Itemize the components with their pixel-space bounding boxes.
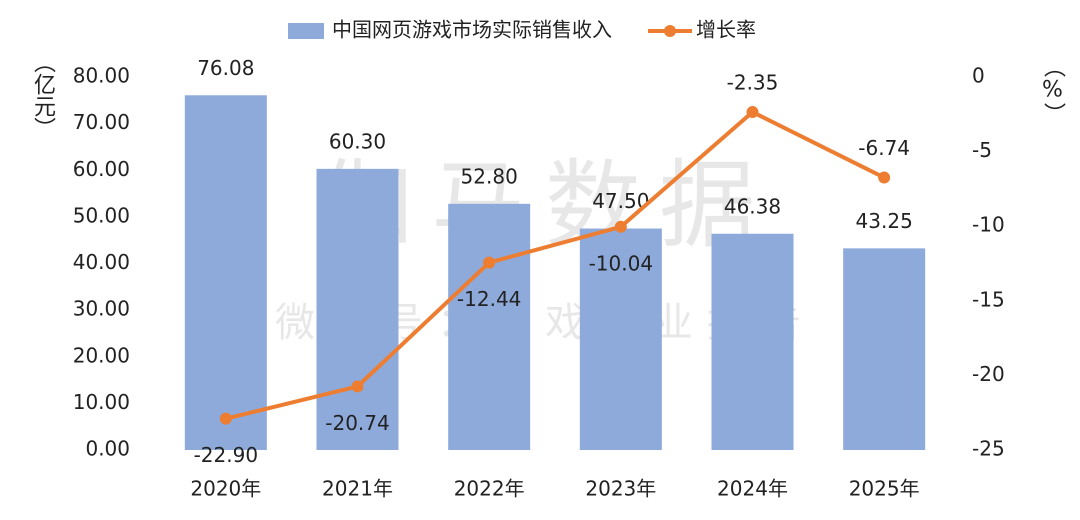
line-marker — [483, 256, 496, 269]
y-tick-label: 20.00 — [73, 343, 130, 367]
legend-swatch — [664, 25, 676, 37]
line-value-label: -12.44 — [457, 287, 521, 311]
bar — [316, 168, 399, 450]
y2-tick-label: -20 — [972, 362, 1005, 386]
line-value-label: -10.04 — [589, 251, 653, 275]
line-marker — [878, 171, 891, 184]
y-tick-label: 10.00 — [73, 390, 130, 414]
y-tick-label: 80.00 — [73, 64, 130, 88]
y-tick-label: 30.00 — [73, 297, 130, 321]
line-marker — [746, 106, 759, 119]
y-tick-label: 60.00 — [73, 157, 130, 181]
bar-value-label: 60.30 — [329, 129, 386, 153]
x-tick-label: 2023年 — [585, 477, 656, 501]
bar — [843, 248, 926, 450]
bar — [184, 95, 267, 450]
y-tick-label: 70.00 — [73, 110, 130, 134]
legend-swatch — [288, 23, 324, 39]
line-value-label: -6.74 — [858, 136, 910, 160]
bar-value-label: 46.38 — [724, 194, 781, 218]
y2-tick-label: -5 — [972, 138, 992, 162]
x-tick-label: 2021年 — [322, 477, 393, 501]
bar — [711, 233, 794, 450]
legend-label: 增长率 — [696, 18, 756, 42]
y-tick-label: 0.00 — [85, 437, 130, 461]
y2-tick-label: -10 — [972, 213, 1005, 237]
y2-axis-label: （%） — [1040, 56, 1066, 125]
y2-tick-label: -15 — [972, 287, 1005, 311]
y2-tick-label: 0 — [972, 64, 985, 88]
bar — [448, 203, 531, 450]
bar-value-label: 52.80 — [461, 164, 518, 188]
line-marker — [351, 380, 364, 393]
bar-value-label: 76.08 — [197, 56, 254, 80]
y-axis-label: （亿元） — [30, 51, 56, 139]
bar-value-label: 43.25 — [856, 209, 913, 233]
x-tick-label: 2022年 — [454, 477, 525, 501]
bar — [579, 228, 662, 450]
x-tick-label: 2024年 — [717, 477, 788, 501]
x-tick-label: 2020年 — [190, 477, 261, 501]
line-marker — [614, 220, 627, 233]
y-tick-label: 50.00 — [73, 203, 130, 227]
line-value-label: -22.90 — [194, 443, 258, 467]
line-marker — [219, 412, 232, 425]
line-value-label: -20.74 — [325, 411, 389, 435]
line-value-label: -2.35 — [727, 71, 779, 95]
legend-label: 中国网页游戏市场实际销售收入 — [332, 18, 612, 42]
y-tick-label: 40.00 — [73, 250, 130, 274]
line — [225, 109, 886, 421]
y2-tick-label: -25 — [972, 437, 1005, 461]
x-tick-label: 2025年 — [849, 477, 920, 501]
